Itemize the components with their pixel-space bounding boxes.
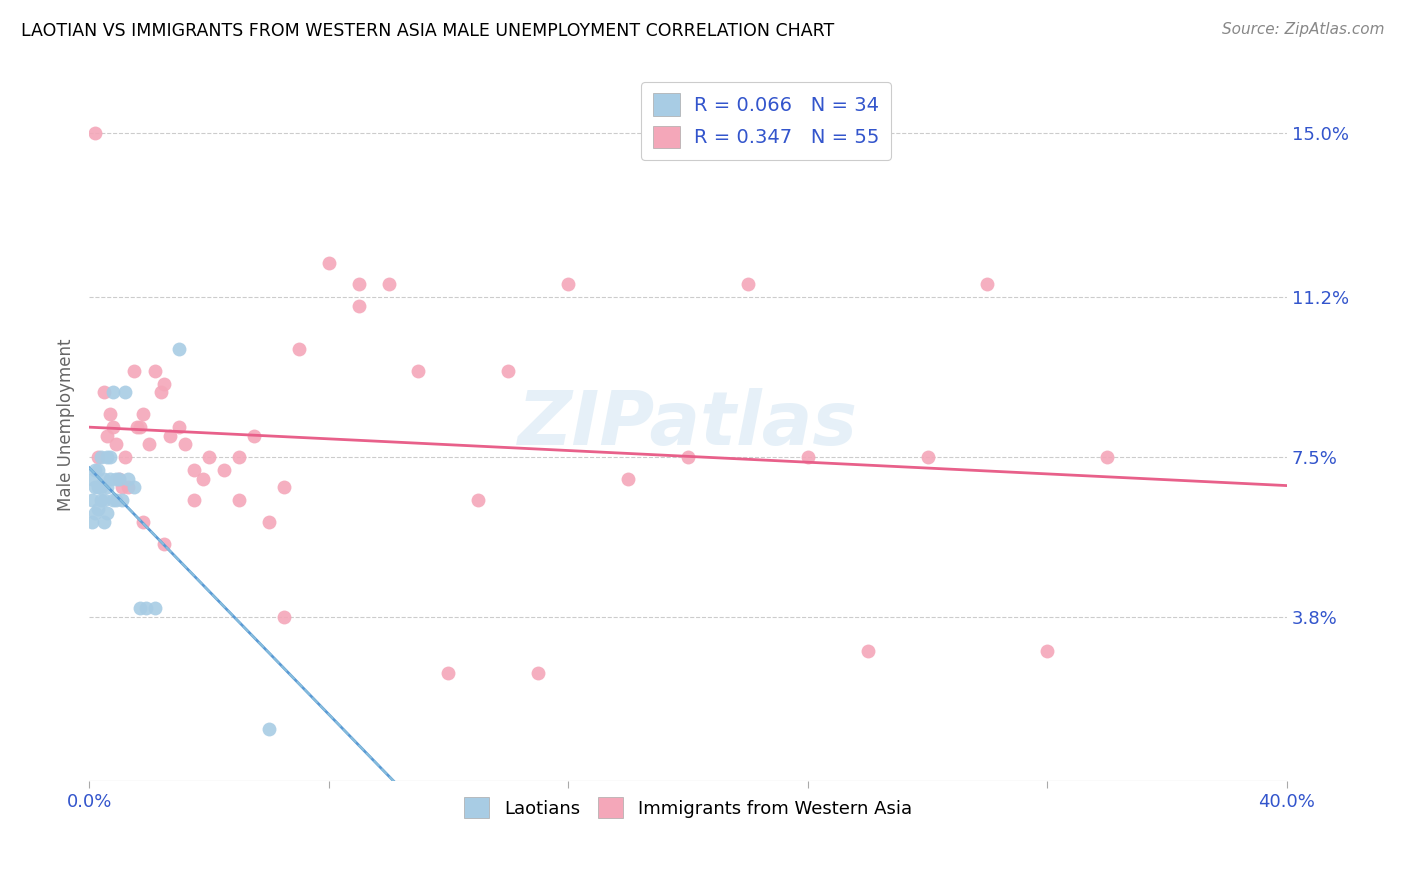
Point xyxy=(96,506,118,520)
Point xyxy=(347,277,370,292)
Point xyxy=(87,480,110,494)
Text: ZIPatlas: ZIPatlas xyxy=(517,388,858,461)
Point xyxy=(111,493,134,508)
Text: LAOTIAN VS IMMIGRANTS FROM WESTERN ASIA MALE UNEMPLOYMENT CORRELATION CHART: LAOTIAN VS IMMIGRANTS FROM WESTERN ASIA … xyxy=(21,22,834,40)
Point xyxy=(101,493,124,508)
Point xyxy=(101,385,124,400)
Point xyxy=(98,450,121,464)
Point xyxy=(129,420,152,434)
Point xyxy=(84,463,107,477)
Point xyxy=(273,610,295,624)
Point xyxy=(191,472,214,486)
Point xyxy=(111,480,134,494)
Point xyxy=(228,493,250,508)
Legend: Laotians, Immigrants from Western Asia: Laotians, Immigrants from Western Asia xyxy=(457,790,920,825)
Point xyxy=(183,493,205,508)
Point xyxy=(183,463,205,477)
Point xyxy=(737,277,759,292)
Point xyxy=(122,364,145,378)
Point xyxy=(167,342,190,356)
Point xyxy=(527,666,550,681)
Point xyxy=(117,480,139,494)
Point xyxy=(80,472,103,486)
Point xyxy=(1095,450,1118,464)
Point xyxy=(138,437,160,451)
Point xyxy=(105,493,128,508)
Point xyxy=(87,450,110,464)
Point xyxy=(318,256,340,270)
Point xyxy=(153,536,176,550)
Point xyxy=(149,385,172,400)
Point xyxy=(98,472,121,486)
Point xyxy=(617,472,640,486)
Point xyxy=(117,472,139,486)
Point xyxy=(93,472,115,486)
Point xyxy=(287,342,309,356)
Point xyxy=(96,480,118,494)
Point xyxy=(108,472,131,486)
Point xyxy=(976,277,998,292)
Y-axis label: Male Unemployment: Male Unemployment xyxy=(58,338,75,511)
Point xyxy=(90,450,112,464)
Point xyxy=(212,463,235,477)
Point xyxy=(167,420,190,434)
Point xyxy=(257,722,280,736)
Point xyxy=(159,428,181,442)
Point xyxy=(93,385,115,400)
Point xyxy=(84,480,107,494)
Point xyxy=(257,515,280,529)
Point xyxy=(153,376,176,391)
Point xyxy=(796,450,818,464)
Point xyxy=(114,385,136,400)
Point xyxy=(273,480,295,494)
Point xyxy=(96,428,118,442)
Point xyxy=(125,420,148,434)
Point xyxy=(84,126,107,140)
Point xyxy=(101,420,124,434)
Point xyxy=(84,506,107,520)
Point xyxy=(437,666,460,681)
Point xyxy=(377,277,399,292)
Point xyxy=(174,437,197,451)
Point xyxy=(80,515,103,529)
Point xyxy=(1036,644,1059,658)
Text: Source: ZipAtlas.com: Source: ZipAtlas.com xyxy=(1222,22,1385,37)
Point xyxy=(105,472,128,486)
Point xyxy=(87,463,110,477)
Point xyxy=(143,364,166,378)
Point xyxy=(132,515,155,529)
Point xyxy=(93,493,115,508)
Point xyxy=(105,437,128,451)
Point xyxy=(347,299,370,313)
Point xyxy=(228,450,250,464)
Point xyxy=(856,644,879,658)
Point xyxy=(98,407,121,421)
Point xyxy=(132,407,155,421)
Point xyxy=(90,493,112,508)
Point xyxy=(498,364,520,378)
Point xyxy=(198,450,221,464)
Point xyxy=(557,277,579,292)
Point xyxy=(467,493,489,508)
Point xyxy=(108,472,131,486)
Point xyxy=(122,480,145,494)
Point xyxy=(143,601,166,615)
Point xyxy=(676,450,699,464)
Point xyxy=(93,515,115,529)
Point xyxy=(87,502,110,516)
Point xyxy=(90,480,112,494)
Point xyxy=(129,601,152,615)
Point xyxy=(80,493,103,508)
Point xyxy=(114,450,136,464)
Point xyxy=(96,450,118,464)
Point xyxy=(135,601,157,615)
Point xyxy=(242,428,264,442)
Point xyxy=(917,450,939,464)
Point xyxy=(408,364,430,378)
